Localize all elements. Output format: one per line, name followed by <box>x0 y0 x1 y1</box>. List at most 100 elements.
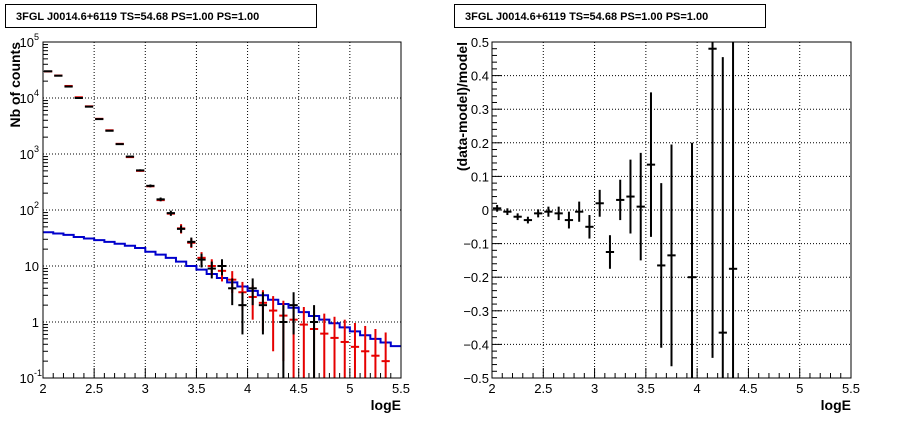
y-tick-exponent: 2 <box>34 200 39 210</box>
residual-point <box>687 142 697 378</box>
model-point <box>371 328 380 378</box>
y-tick-exponent: 4 <box>34 88 39 98</box>
residual-point <box>718 57 727 378</box>
x-tick-label: 3 <box>591 381 598 396</box>
y-tick-label: −0.3 <box>463 304 489 319</box>
plot-frame <box>491 41 852 379</box>
y-axis-title: (data-model)/model <box>454 42 470 171</box>
y-tick-exponent: 5 <box>34 32 39 42</box>
data-point <box>146 184 155 188</box>
y-tick-label: −0.1 <box>463 237 489 252</box>
data-point <box>248 278 257 306</box>
data-point <box>228 278 237 306</box>
residual-point <box>523 216 533 224</box>
data-point <box>115 143 124 146</box>
residual-point <box>636 152 645 261</box>
x-axis-title: logE <box>371 397 401 413</box>
left-chart-title: 3FGL J0014.6+6119 TS=54.68 PS=1.00 PS=1.… <box>5 4 317 28</box>
y-tick-label: 10 <box>20 371 34 386</box>
y-tick-label: −0.4 <box>463 337 489 352</box>
model-point <box>350 322 360 378</box>
x-tick-label: 5 <box>346 381 353 396</box>
x-tick-label: 3.5 <box>637 381 655 396</box>
residual-point <box>708 42 717 358</box>
model-point <box>299 307 308 378</box>
data-point <box>156 197 165 202</box>
residual-point <box>544 206 553 217</box>
residual-point <box>657 183 666 348</box>
background-model-line <box>43 231 401 348</box>
y-tick-label: 10 <box>20 203 34 218</box>
y-tick-label: 10 <box>20 35 34 50</box>
data-point <box>84 105 94 108</box>
y-axis-title: Nb of counts <box>7 42 23 128</box>
x-tick-label: 3.5 <box>187 381 205 396</box>
model-point <box>320 313 329 378</box>
model-point <box>361 325 370 378</box>
data-point <box>125 155 135 158</box>
y-tick-label: 0.5 <box>471 35 489 50</box>
y-tick-label: 1 <box>32 315 39 330</box>
residual-point <box>554 206 563 221</box>
x-tick-label: 2.5 <box>534 381 552 396</box>
y-tick-label: 0.1 <box>471 169 489 184</box>
y-tick-label: 0.4 <box>471 69 489 84</box>
y-tick-label: 10 <box>20 147 34 162</box>
data-point <box>258 292 268 335</box>
y-tick-label: 0.2 <box>471 136 489 151</box>
residual-point <box>667 144 676 367</box>
residuals-plot: 2 2.5 3 3.5 4 4.5 5 5.5 −0.5 −0.4 −0.3 −0.2 −0.1 0 0.1… <box>454 35 860 413</box>
residual-point <box>503 208 512 216</box>
y-tick-label: 10 <box>20 91 34 106</box>
residual-point <box>605 235 615 269</box>
data-point <box>207 261 216 279</box>
y-tick-label: 10 <box>25 259 39 274</box>
residual-point <box>616 179 625 221</box>
residual-point <box>646 92 656 237</box>
data-point <box>105 129 114 132</box>
model-point <box>381 332 390 378</box>
data-point <box>197 253 206 268</box>
y-tick-label: 0 <box>482 203 489 218</box>
x-tick-label: 5.5 <box>842 381 860 396</box>
x-axis-title: logE <box>821 397 851 413</box>
data-point <box>166 210 175 216</box>
residual-point <box>493 204 502 212</box>
data-point <box>136 169 145 172</box>
model-point <box>269 296 278 352</box>
residual-point <box>626 159 635 234</box>
x-tick-label: 2.5 <box>85 381 103 396</box>
residual-point <box>564 211 574 229</box>
y-tick-exponent: -1 <box>34 368 42 378</box>
x-tick-label: 4 <box>694 381 701 396</box>
right-chart-title: 3FGL J0014.6+6119 TS=54.68 PS=1.00 PS=1.… <box>454 4 766 28</box>
x-tick-label: 2 <box>39 381 46 396</box>
residual-point <box>534 209 543 218</box>
data-point <box>309 305 319 378</box>
data-point <box>238 292 247 335</box>
residual-point <box>575 201 584 222</box>
x-tick-label: 4.5 <box>739 381 757 396</box>
x-tick-label: 3 <box>142 381 149 396</box>
data-point <box>95 118 104 121</box>
residual-point <box>595 189 604 217</box>
data-point <box>217 259 227 276</box>
residual-point <box>585 215 594 239</box>
data-point <box>187 237 196 248</box>
residual-point <box>513 213 522 221</box>
x-tick-label: 5.5 <box>392 381 410 396</box>
residual-point <box>728 42 738 378</box>
x-tick-label: 2 <box>488 381 495 396</box>
y-tick-exponent: 3 <box>34 144 39 154</box>
x-tick-label: 5 <box>796 381 803 396</box>
model-point <box>330 316 339 378</box>
y-tick-label: −0.5 <box>463 371 489 386</box>
plot-frame <box>42 41 402 379</box>
y-tick-label: −0.2 <box>463 270 489 285</box>
data-point <box>279 305 288 378</box>
data-point <box>176 225 186 233</box>
model-point <box>340 319 349 378</box>
y-tick-label: 0.3 <box>471 102 489 117</box>
